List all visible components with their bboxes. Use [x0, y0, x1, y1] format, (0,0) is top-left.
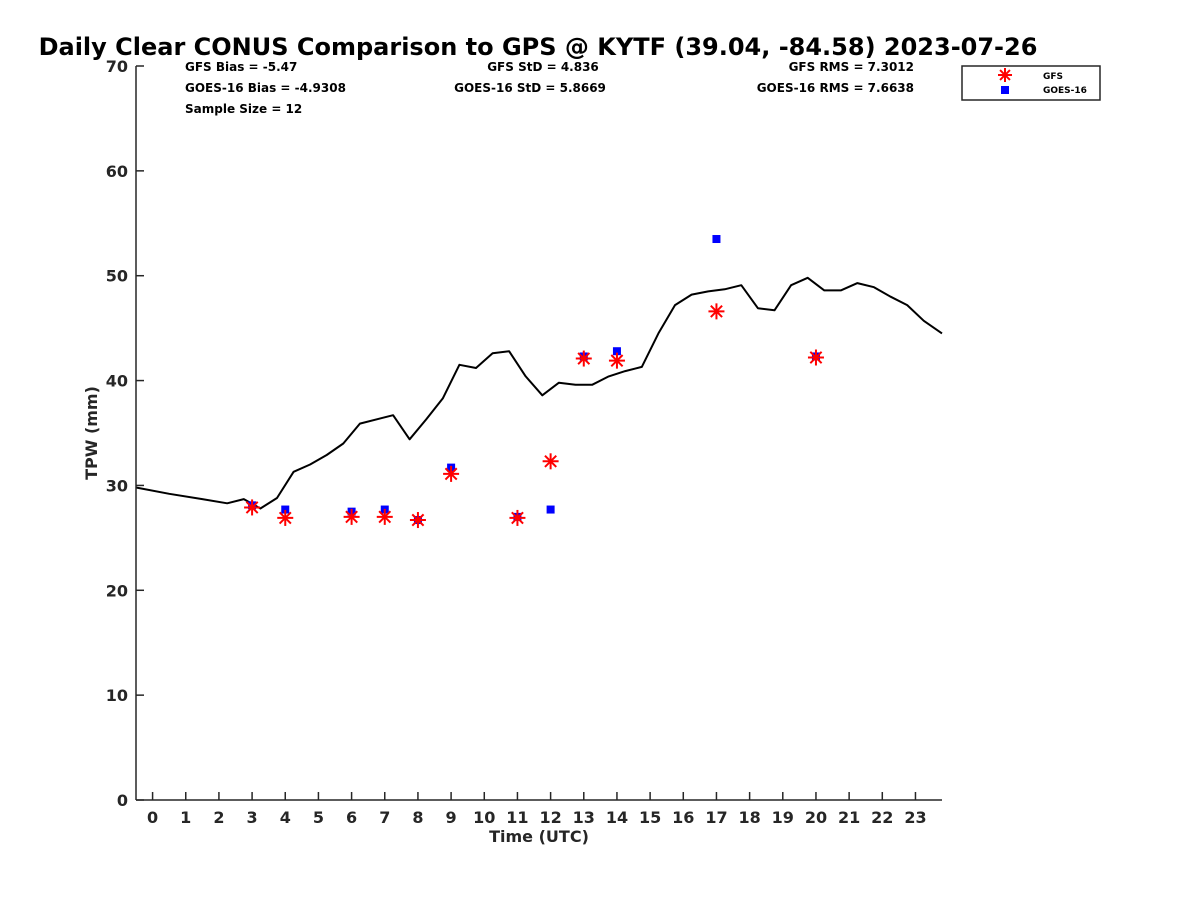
- y-ticks: 0 10 20 30 40 50 60 70: [106, 57, 144, 810]
- x-tick-label: 18: [738, 808, 760, 827]
- legend-goes-label: GOES-16: [1043, 86, 1087, 96]
- x-tick-label: 14: [606, 808, 628, 827]
- gfs-point: [807, 349, 824, 366]
- y-tick-label: 0: [117, 791, 128, 810]
- gfs-point: [376, 508, 393, 525]
- x-tick-label: 6: [346, 808, 357, 827]
- x-tick-label: 9: [446, 808, 457, 827]
- stats-block: GFS Bias = -5.47 GOES-16 Bias = -4.9308 …: [185, 60, 914, 116]
- legend-gfs-marker: [998, 68, 1012, 82]
- gfs-point: [244, 499, 261, 516]
- stat-gfs-rms: GFS RMS = 7.3012: [789, 60, 914, 74]
- goes16-point: [281, 505, 290, 514]
- x-ticks: 0 1 2 3 4 5 6 7 8 9 10 11 12 13 14 15 16 17 18 19 20 21 22 23: [147, 792, 927, 827]
- points-layer: [244, 235, 824, 529]
- gfs-point: [277, 509, 294, 526]
- x-axis-label: Time (UTC): [489, 827, 589, 846]
- x-tick-label: 23: [904, 808, 926, 827]
- gfs-point: [708, 303, 725, 320]
- x-tick-label: 3: [247, 808, 258, 827]
- gfs-point: [409, 512, 426, 529]
- axes-layer: [135, 66, 942, 801]
- x-tick-label: 10: [473, 808, 495, 827]
- gfs-point: [542, 453, 559, 470]
- gfs-point: [443, 465, 460, 482]
- goes16-point: [546, 505, 555, 514]
- gfs-point: [608, 352, 625, 369]
- x-tick-label: 8: [412, 808, 423, 827]
- x-tick-label: 13: [573, 808, 595, 827]
- y-tick-label: 70: [106, 57, 128, 76]
- legend: GFS GOES-16: [961, 65, 1101, 101]
- y-tick-label: 60: [106, 162, 128, 181]
- legend-box: [961, 65, 1101, 101]
- x-tick-label: 19: [772, 808, 794, 827]
- x-tick-label: 20: [805, 808, 827, 827]
- x-tick-label: 11: [506, 808, 528, 827]
- stat-gfs-std: GFS StD = 4.836: [487, 60, 599, 74]
- gfs-point: [509, 509, 526, 526]
- y-tick-label: 40: [106, 372, 128, 391]
- gfs-point: [343, 508, 360, 525]
- gps-series-line: [135, 276, 943, 510]
- gfs-point: [575, 350, 592, 367]
- y-tick-label: 20: [106, 581, 128, 600]
- goes16-point: [612, 347, 621, 356]
- x-tick-label: 17: [705, 808, 727, 827]
- y-axis-label: TPW (mm): [82, 386, 101, 480]
- x-tick-label: 21: [838, 808, 860, 827]
- stat-goes-std: GOES-16 StD = 5.8669: [454, 81, 606, 95]
- x-tick-label: 7: [379, 808, 390, 827]
- y-tick-label: 50: [106, 267, 128, 286]
- gps-line-layer: [135, 276, 943, 510]
- y-tick-label: 30: [106, 476, 128, 495]
- stat-gfs-bias: GFS Bias = -5.47: [185, 60, 297, 74]
- x-tick-label: 2: [213, 808, 224, 827]
- x-tick-label: 12: [539, 808, 561, 827]
- stat-goes-bias: GOES-16 Bias = -4.9308: [185, 81, 346, 95]
- x-tick-label: 5: [313, 808, 324, 827]
- x-tick-label: 0: [147, 808, 158, 827]
- x-tick-label: 4: [280, 808, 291, 827]
- legend-gfs-asterisk: [998, 68, 1012, 82]
- stat-goes-rms: GOES-16 RMS = 7.6638: [757, 81, 914, 95]
- x-tick-label: 16: [672, 808, 694, 827]
- x-tick-label: 15: [639, 808, 661, 827]
- x-tick-label: 1: [180, 808, 191, 827]
- plot-area: 0 1 2 3 4 5 6 7 8 9 10 11 12 13 14 15 16 17 18 19 20 21 22 23 0…: [106, 57, 943, 827]
- legend-gfs-label: GFS: [1043, 72, 1063, 82]
- chart-title: Daily Clear CONUS Comparison to GPS @ KY…: [39, 33, 1038, 61]
- goes16-point: [712, 235, 721, 244]
- legend-goes-marker: [1001, 86, 1009, 94]
- x-tick-label: 22: [871, 808, 893, 827]
- y-tick-label: 10: [106, 686, 128, 705]
- stat-sample-size: Sample Size = 12: [185, 102, 302, 116]
